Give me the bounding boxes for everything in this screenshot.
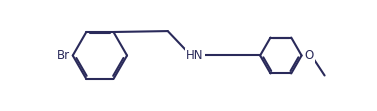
Text: Br: Br <box>57 49 70 62</box>
Text: O: O <box>305 49 314 62</box>
Text: HN: HN <box>186 49 204 62</box>
